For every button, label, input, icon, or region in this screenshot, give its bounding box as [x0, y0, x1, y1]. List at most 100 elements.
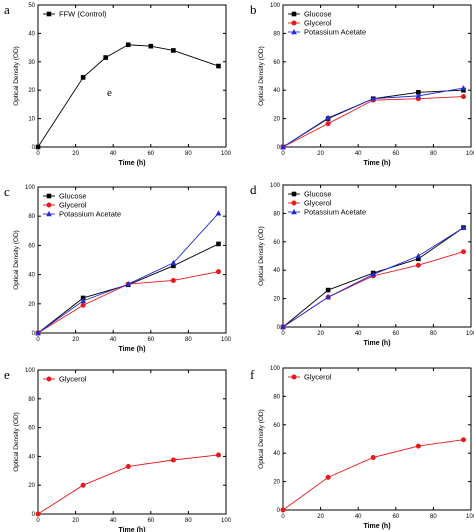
data-point	[415, 443, 421, 449]
data-point	[125, 463, 131, 469]
legend-label: Glycerol	[304, 199, 332, 208]
x-tick-label: 0	[36, 151, 40, 157]
x-tick-label: 20	[317, 151, 324, 157]
legend-label: Potassium Acetate	[304, 28, 366, 37]
x-tick-label: 100	[221, 151, 232, 157]
series-line	[282, 96, 464, 148]
panel-label: f	[250, 367, 255, 382]
data-point	[416, 256, 421, 262]
x-tick-label: 60	[147, 151, 154, 157]
chart-panel-e: e 0 20 40 60 80 100 0 20 40 60 80 100 Time (h) Optical…	[4, 367, 232, 532]
data-point	[80, 482, 86, 488]
y-axis-title: Optical Density (OD)	[13, 46, 20, 106]
x-axis-title: Time (h)	[118, 346, 145, 353]
data-point	[370, 95, 377, 101]
x-tick-label: 100	[466, 514, 474, 520]
data-point	[215, 452, 221, 458]
x-tick-label: 80	[185, 518, 192, 524]
data-point	[415, 262, 421, 268]
y-tick-label: 40	[273, 88, 280, 94]
y-tick-label: 100	[25, 368, 36, 374]
y-tick-label: 60	[28, 243, 35, 249]
y-tick-label: 80	[28, 214, 35, 220]
legend-marker	[46, 376, 52, 382]
x-tick-label: 40	[110, 337, 117, 343]
x-tick-label: 20	[317, 514, 324, 520]
x-tick-label: 60	[147, 337, 154, 343]
data-point	[415, 253, 422, 259]
legend-label: Potassium Acetate	[304, 208, 366, 217]
x-tick-label: 40	[355, 151, 362, 157]
legend-label: Potassium Acetate	[59, 210, 121, 219]
x-tick-label: 60	[392, 514, 399, 520]
y-tick-label: 80	[273, 31, 280, 37]
x-tick-label: 0	[36, 337, 40, 343]
y-tick-label: 60	[28, 426, 35, 432]
y-tick-label: 40	[273, 268, 280, 274]
legend-label: Glucose	[304, 10, 332, 19]
x-tick-label: 40	[110, 151, 117, 157]
y-tick-label: 40	[273, 451, 280, 457]
data-point	[171, 263, 176, 269]
data-point	[280, 144, 286, 150]
data-point	[216, 63, 221, 69]
panel-label: e	[4, 367, 10, 382]
x-axis-title: Time (h)	[363, 160, 390, 167]
y-tick-label: 0	[32, 331, 36, 337]
legend-marker	[291, 11, 297, 17]
data-point	[125, 281, 132, 287]
legend-marker	[46, 11, 52, 17]
x-tick-label: 80	[185, 337, 192, 343]
y-tick-label: 20	[28, 302, 35, 308]
y-tick-label: 100	[270, 3, 281, 9]
x-tick-label: 20	[72, 518, 79, 524]
y-axis-title: Optical Density (OD)	[258, 409, 265, 469]
legend-marker	[291, 29, 297, 35]
data-point	[280, 507, 286, 513]
y-tick-label: 20	[273, 480, 280, 486]
x-tick-label: 0	[281, 331, 285, 337]
data-point	[325, 474, 331, 480]
y-tick-label: 20	[273, 297, 280, 303]
panel-label: c	[4, 184, 10, 199]
y-tick-label: 20	[28, 483, 35, 489]
y-tick-label: 80	[273, 211, 280, 217]
legend-label: Glycerol	[304, 19, 332, 28]
x-tick-label: 20	[72, 151, 79, 157]
x-tick-label: 40	[110, 518, 117, 524]
data-point	[80, 302, 86, 308]
legend-marker	[46, 211, 52, 217]
plot-frame	[37, 4, 227, 148]
y-tick-label: 0	[277, 325, 281, 331]
data-point	[460, 224, 467, 230]
data-point	[170, 259, 177, 266]
data-point	[416, 90, 421, 95]
y-tick-label: 100	[270, 183, 281, 189]
y-tick-label: 20	[273, 117, 280, 123]
data-point	[80, 75, 86, 80]
y-tick-label: 0	[277, 145, 281, 151]
plot-frame	[282, 367, 472, 511]
series-line	[37, 454, 219, 515]
y-tick-label: 0	[277, 508, 281, 514]
series-line	[37, 243, 219, 334]
legend-marker	[291, 20, 297, 26]
chart-panel-b: b 0 20 40 60 80 100 0 20 40 60 80 100 Time (h) Optical…	[250, 2, 474, 167]
x-tick-label: 60	[392, 151, 399, 157]
plot-frame	[282, 184, 472, 328]
data-point	[325, 114, 331, 121]
data-point	[148, 43, 154, 49]
y-tick-label: 0	[32, 512, 36, 518]
x-tick-label: 80	[430, 331, 437, 337]
legend-marker	[291, 374, 297, 380]
data-point	[35, 144, 41, 150]
y-tick-label: 60	[273, 240, 280, 246]
data-point	[171, 48, 176, 53]
y-tick-label: 50	[28, 3, 35, 9]
plot-frame	[37, 186, 227, 334]
x-tick-label: 60	[147, 518, 154, 524]
series-line	[282, 251, 464, 328]
x-tick-label: 40	[355, 514, 362, 520]
legend-marker	[291, 200, 297, 206]
data-point	[325, 121, 331, 127]
